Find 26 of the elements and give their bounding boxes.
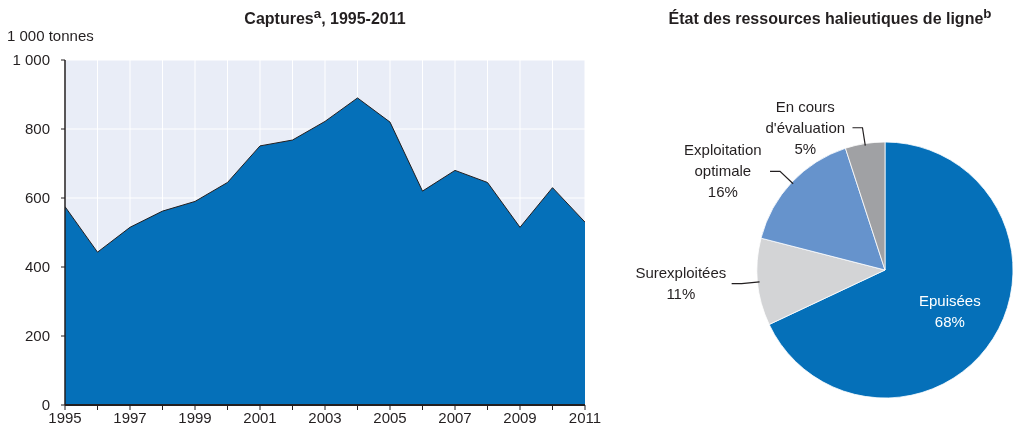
y-tick-label: 400 bbox=[24, 258, 50, 276]
x-tick-label: 1997 bbox=[113, 408, 147, 426]
y-tick-label: 200 bbox=[24, 327, 50, 345]
data-label: 16% bbox=[707, 183, 738, 201]
x-tick-label: 2001 bbox=[243, 408, 277, 426]
y-tick-label: 1 000 bbox=[12, 51, 50, 69]
y-tick-label: 0 bbox=[41, 396, 50, 414]
x-tick-label: 2011 bbox=[568, 408, 602, 426]
chart-title: État des ressources halieutiques de ligne$^{b}$ bbox=[667, 6, 993, 29]
slice-label: Epuisées bbox=[918, 291, 981, 309]
data-label: 11% bbox=[666, 285, 696, 303]
x-tick-label: 2007 bbox=[438, 408, 472, 426]
x-tick-label: 1995 bbox=[48, 408, 82, 426]
y-tick-label: 600 bbox=[24, 189, 50, 207]
y-tick-label: 800 bbox=[24, 120, 50, 138]
chart-title: Captures$^{a}$, 1995-2011 bbox=[243, 6, 407, 29]
x-tick-label: 1999 bbox=[178, 408, 212, 426]
slice-label: Surexploitées bbox=[635, 264, 727, 282]
x-tick-label: 2005 bbox=[373, 408, 407, 426]
slice-label: Exploitation optimale bbox=[684, 141, 762, 180]
data-label: 68% bbox=[934, 312, 965, 330]
x-tick-label: 2009 bbox=[503, 408, 537, 426]
y-axis-title: 1 000 tonnes bbox=[7, 27, 94, 44]
x-tick-label: 2003 bbox=[308, 408, 342, 426]
data-label: 5% bbox=[794, 139, 817, 157]
slice-label: En cours d'évaluation bbox=[765, 97, 846, 136]
